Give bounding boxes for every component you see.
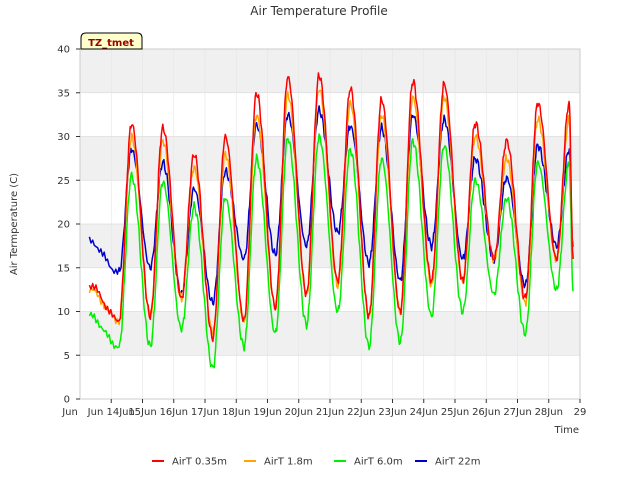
x-axis-label: Time bbox=[554, 425, 579, 436]
x-tick-label: 29 bbox=[574, 407, 587, 418]
legend-label: AirT 6.0m bbox=[354, 457, 403, 468]
y-axis-label: Air Termperature (C) bbox=[9, 173, 20, 275]
legend-label: AirT 1.8m bbox=[264, 457, 313, 468]
y-tick-label: 10 bbox=[57, 307, 70, 318]
x-tick-label: 25Jun bbox=[441, 407, 469, 418]
chart-title: Air Temperature Profile bbox=[250, 4, 387, 18]
x-tick-label: 15Jun bbox=[128, 407, 156, 418]
x-tick-label: 23Jun bbox=[378, 407, 406, 418]
tz-badge-label: TZ_tmet bbox=[88, 38, 134, 49]
series-line-1 bbox=[88, 72, 574, 343]
x-tick-label: 20Jun bbox=[285, 407, 313, 418]
x-tick-label-first: Jun bbox=[61, 407, 78, 418]
x-tick-label: 17Jun bbox=[191, 407, 219, 418]
series-line-3 bbox=[88, 133, 574, 369]
y-tick-label: 35 bbox=[57, 88, 70, 99]
x-tick-label: 28Jun bbox=[535, 407, 563, 418]
x-tick-label: 21Jun bbox=[316, 407, 344, 418]
legend-label: AirT 22m bbox=[435, 457, 480, 468]
x-tick-label: 19Jun bbox=[253, 407, 281, 418]
y-tick-label: 15 bbox=[57, 263, 70, 274]
y-tick-label: 20 bbox=[57, 220, 70, 231]
y-tick-label: 5 bbox=[64, 351, 70, 362]
tz-badge-box bbox=[80, 32, 143, 50]
legend-label: AirT 0.35m bbox=[172, 457, 227, 468]
x-tick-label: Jun 14Jun bbox=[87, 407, 135, 418]
y-axis-ticks: 0 5 10 15 20 25 30 35 40 bbox=[57, 45, 80, 406]
series-lines bbox=[88, 72, 574, 369]
tz-badge: TZ_tmet bbox=[80, 32, 143, 50]
y-tick-label: 30 bbox=[57, 132, 70, 143]
y-tick-label: 25 bbox=[57, 176, 70, 187]
x-tick-label: 27Jun bbox=[503, 407, 531, 418]
x-tick-label: 24Jun bbox=[410, 407, 438, 418]
y-tick-label: 40 bbox=[57, 45, 70, 56]
x-tick-label: 16Jun bbox=[160, 407, 188, 418]
y-tick-label: 0 bbox=[64, 395, 70, 406]
legend: AirT 0.35m AirT 1.8m AirT 6.0m AirT 22m bbox=[152, 457, 480, 468]
x-tick-label: 26Jun bbox=[472, 407, 500, 418]
x-tick-label: 18Jun bbox=[222, 407, 250, 418]
x-tick-label: 22Jun bbox=[347, 407, 375, 418]
